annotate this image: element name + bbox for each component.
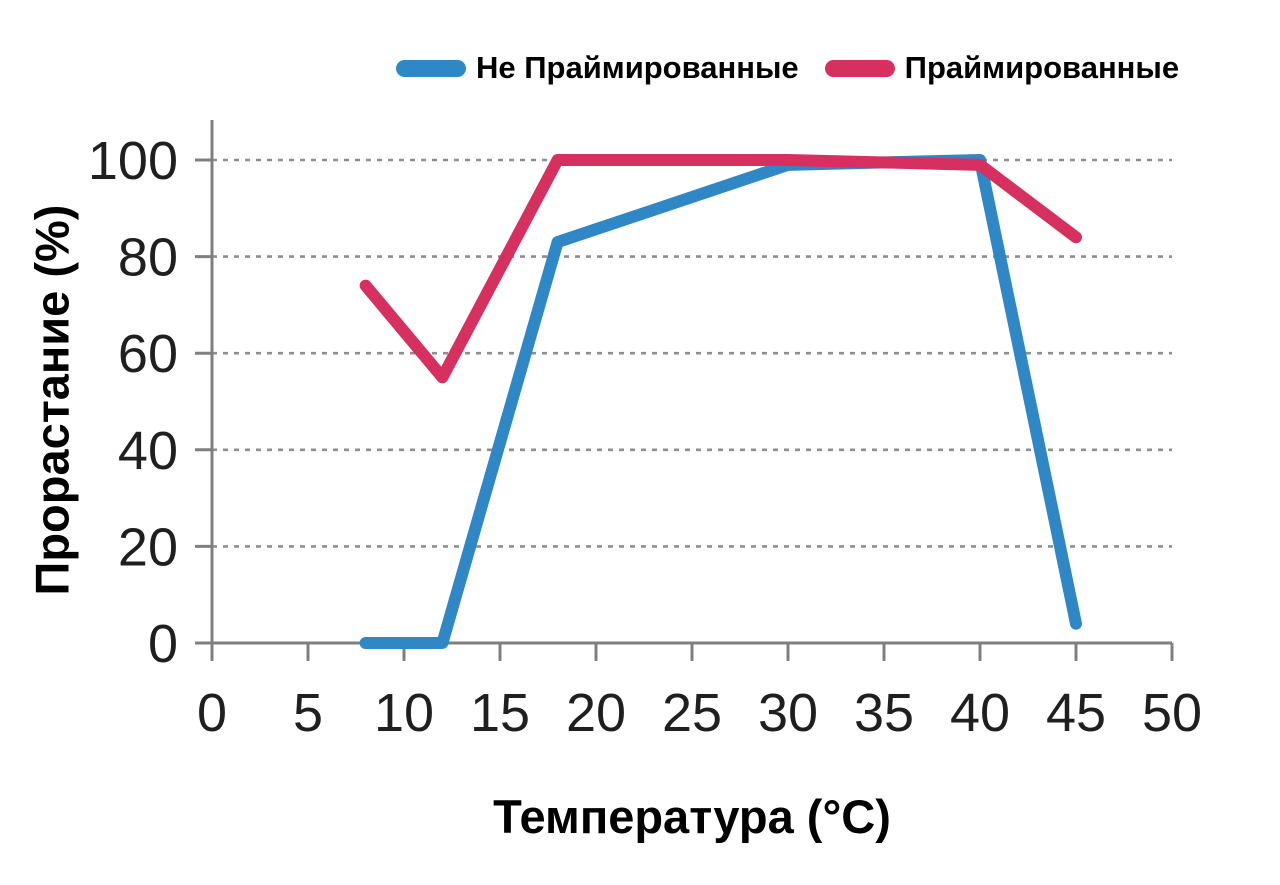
x-tick-label-25: 25 bbox=[662, 683, 722, 743]
x-tick-label-40: 40 bbox=[950, 683, 1010, 743]
legend-label-not-primed: Не Праймированные bbox=[476, 50, 799, 85]
legend-label-primed: Праймированные bbox=[904, 50, 1180, 85]
x-tick-label-20: 20 bbox=[566, 683, 626, 743]
y-tick-label-100: 100 bbox=[88, 131, 178, 191]
chart-legend: Не Праймированные Праймированные bbox=[396, 50, 1179, 86]
y-tick-label-20: 20 bbox=[118, 517, 178, 577]
series-line-0 bbox=[359, 154, 1082, 649]
x-tick-label-5: 5 bbox=[293, 683, 323, 743]
series-line-1 bbox=[359, 154, 1082, 384]
x-tick-label-35: 35 bbox=[854, 683, 914, 743]
x-axis-title: Температура (°C) bbox=[493, 790, 891, 843]
y-tick-label-0: 0 bbox=[148, 614, 178, 674]
x-tick-label-15: 15 bbox=[470, 683, 530, 743]
y-tick-label-40: 40 bbox=[118, 421, 178, 481]
x-tick-label-50: 50 bbox=[1142, 683, 1202, 743]
x-tick-label-0: 0 bbox=[197, 683, 227, 743]
primed-line-swatch-icon bbox=[824, 59, 895, 77]
not-primed-line-swatch-icon bbox=[396, 59, 466, 77]
legend-item-not-primed: Не Праймированные bbox=[396, 50, 799, 86]
x-tick-label-45: 45 bbox=[1046, 683, 1106, 743]
x-tick-label-10: 10 bbox=[374, 683, 434, 743]
y-tick-label-80: 80 bbox=[118, 228, 178, 288]
x-tick-label-30: 30 bbox=[758, 683, 818, 743]
y-tick-label-60: 60 bbox=[118, 324, 178, 384]
legend-item-primed: Праймированные bbox=[824, 50, 1180, 86]
